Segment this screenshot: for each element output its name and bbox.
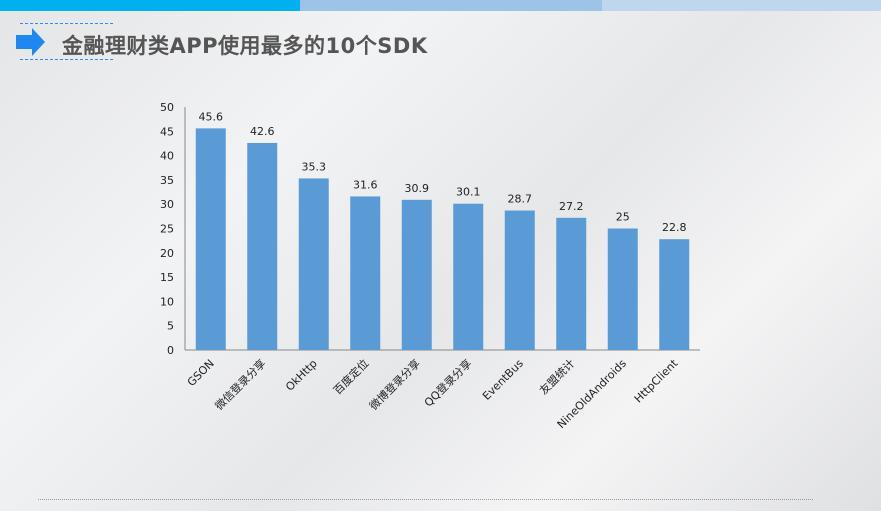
y-tick-label: 25 (160, 223, 174, 236)
x-tick-label: OkHttp (283, 357, 320, 394)
data-label: 30.1 (456, 186, 481, 199)
data-label: 28.7 (508, 193, 533, 206)
bar (350, 196, 381, 350)
x-tick-label: 百度定位 (330, 356, 371, 397)
y-tick-label: 30 (160, 198, 174, 211)
y-tick-label: 5 (167, 320, 174, 333)
footer-divider (38, 499, 813, 500)
x-tick-label: 微信登录分享 (212, 356, 269, 413)
data-label: 31.6 (353, 178, 378, 191)
data-label: 45.6 (199, 110, 224, 123)
top-accent-bar (0, 0, 300, 11)
y-tick-label: 40 (160, 150, 174, 163)
top-accent-bar-3 (602, 0, 881, 11)
bar (659, 239, 690, 350)
bar (453, 203, 484, 350)
page-title: 金融理财类APP使用最多的10个SDK (62, 34, 428, 58)
y-tick-label: 50 (160, 101, 174, 114)
data-label: 27.2 (559, 200, 584, 213)
bar (401, 199, 432, 350)
x-tick-label: EventBus (480, 357, 526, 403)
x-tick-label: GSON (185, 357, 217, 389)
y-tick-label: 0 (167, 344, 174, 357)
y-tick-label: 20 (160, 247, 174, 260)
data-label: 30.9 (405, 182, 430, 195)
title-decoration-line (20, 23, 113, 24)
bar (247, 142, 278, 350)
data-label: 35.3 (302, 160, 327, 173)
data-label: 25 (616, 211, 630, 224)
data-label: 42.6 (250, 125, 275, 138)
bar (195, 128, 226, 350)
bar (504, 210, 535, 350)
y-tick-label: 45 (160, 125, 174, 138)
top-accent-bar-2 (300, 0, 602, 11)
y-tick-label: 35 (160, 174, 174, 187)
bar (556, 217, 587, 350)
x-tick-label: 友盟统计 (536, 356, 577, 397)
x-tick-label: HttpClient (632, 356, 681, 405)
y-tick-label: 10 (160, 295, 174, 308)
title-decoration-line (20, 59, 113, 60)
bar (298, 178, 329, 350)
y-tick-label: 15 (160, 271, 174, 284)
data-label: 22.8 (662, 221, 687, 234)
arrow-right-icon (16, 28, 45, 56)
x-tick-label: QQ登录分享 (421, 356, 474, 409)
bar (607, 228, 638, 350)
x-tick-label: 微博登录分享 (366, 356, 423, 413)
